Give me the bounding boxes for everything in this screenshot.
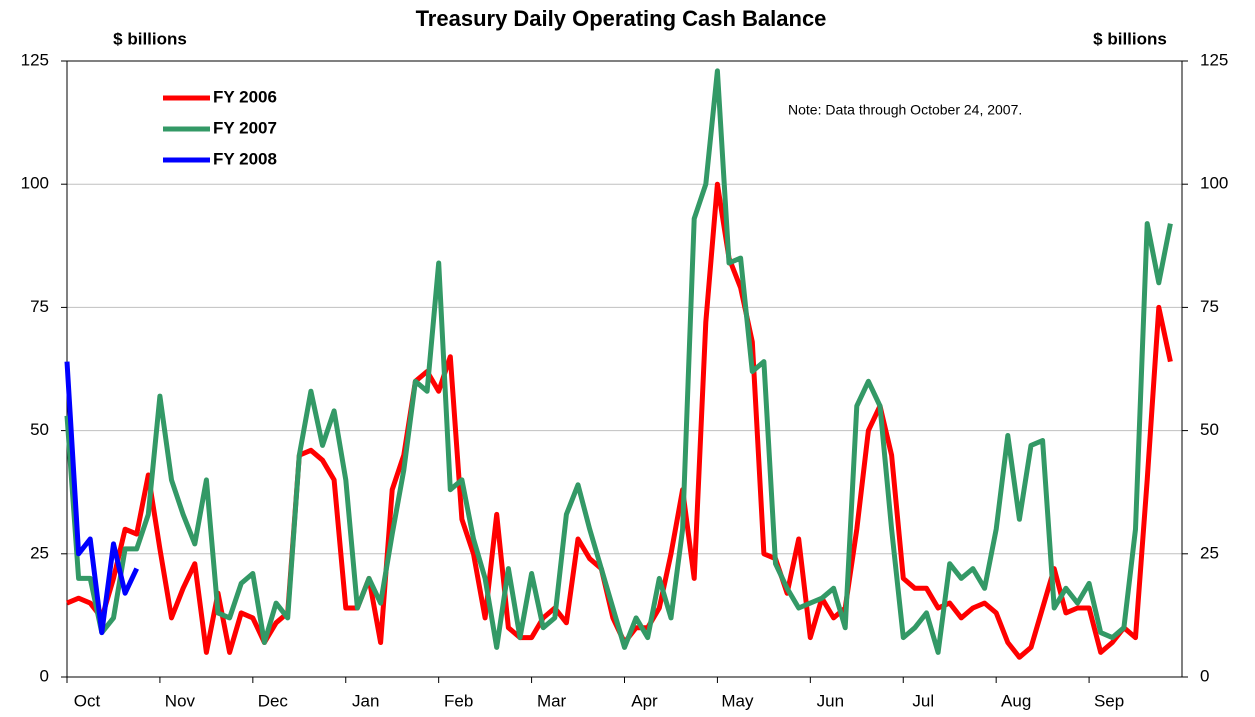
legend-label: FY 2008 bbox=[213, 149, 277, 168]
x-tick-label: Jan bbox=[352, 691, 379, 710]
note: Note: Data through October 24, 2007. bbox=[788, 102, 1022, 118]
x-tick-label: May bbox=[721, 691, 754, 710]
y2-tick-label: 25 bbox=[1200, 543, 1219, 562]
y-tick-label: 50 bbox=[30, 420, 49, 439]
y-tick-label: 75 bbox=[30, 297, 49, 316]
x-tick-label: Nov bbox=[165, 691, 196, 710]
y2-tick-label: 50 bbox=[1200, 420, 1219, 439]
y-axis-label: $ billions bbox=[113, 29, 187, 48]
series-line bbox=[64, 361, 139, 636]
x-tick-label: Jul bbox=[912, 691, 934, 710]
x-tick-label: Mar bbox=[537, 691, 567, 710]
y-tick-label: 0 bbox=[40, 666, 49, 685]
x-tick-label: Sep bbox=[1094, 691, 1124, 710]
x-tick-label: Oct bbox=[74, 691, 101, 710]
y2-tick-label: 100 bbox=[1200, 174, 1228, 193]
y2-axis-label: $ billions bbox=[1093, 29, 1167, 48]
x-tick-label: Jun bbox=[817, 691, 844, 710]
x-tick-label: Aug bbox=[1001, 691, 1031, 710]
series-line bbox=[64, 68, 1173, 655]
y2-tick-label: 125 bbox=[1200, 50, 1228, 69]
legend-label: FY 2006 bbox=[213, 87, 277, 106]
y-tick-label: 25 bbox=[30, 543, 49, 562]
chart-title: Treasury Daily Operating Cash Balance bbox=[416, 6, 827, 31]
x-tick-label: Dec bbox=[258, 691, 289, 710]
y2-tick-label: 75 bbox=[1200, 297, 1219, 316]
x-tick-label: Feb bbox=[444, 691, 473, 710]
legend-label: FY 2007 bbox=[213, 118, 277, 137]
y2-tick-label: 0 bbox=[1200, 666, 1209, 685]
series-line bbox=[66, 181, 1173, 660]
x-tick-label: Apr bbox=[631, 691, 658, 710]
y-tick-label: 125 bbox=[21, 50, 49, 69]
y-tick-label: 100 bbox=[21, 174, 49, 193]
